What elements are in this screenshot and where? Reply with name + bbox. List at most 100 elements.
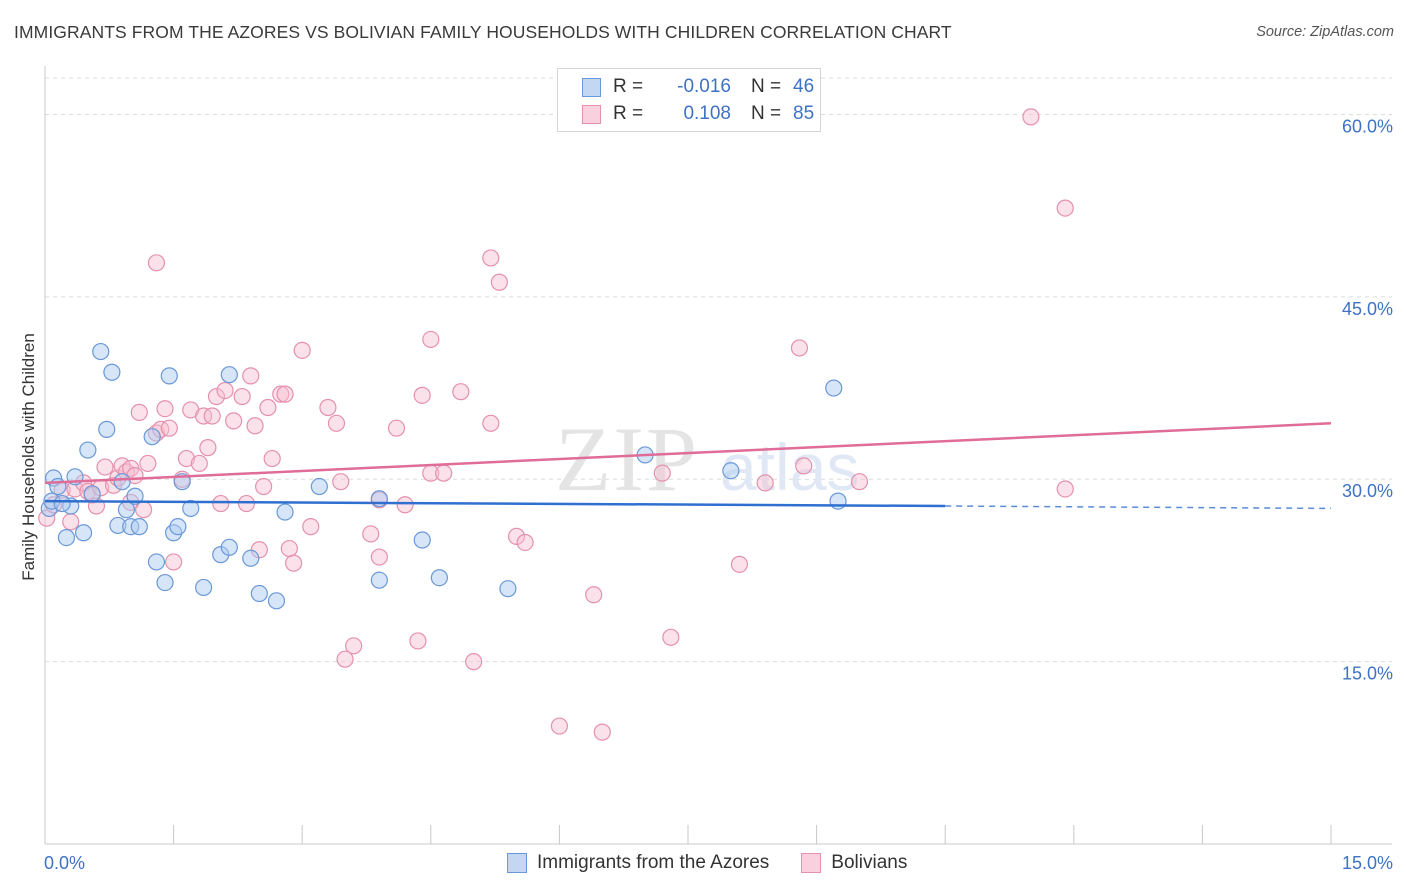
azores-point: [182, 499, 200, 518]
azores-point: [195, 578, 213, 597]
azores-point: [160, 367, 178, 385]
n-label: N =: [751, 103, 782, 124]
bolivians-swatch: [582, 104, 601, 124]
azores-point: [829, 492, 847, 510]
azores-points: [40, 342, 847, 610]
bolivians-point: [272, 385, 290, 403]
bolivians-point: [302, 518, 320, 536]
bolivians-point: [452, 383, 470, 401]
azores-trend-line: [44, 499, 946, 508]
bolivians-point: [216, 381, 234, 400]
y-tick-label: 60.0%: [1342, 116, 1393, 136]
azores-point: [310, 477, 328, 496]
bolivians-point: [190, 454, 208, 473]
bolivians-point: [225, 412, 243, 430]
azores-point: [430, 569, 448, 587]
azores-trend-extension: [945, 505, 1332, 510]
bolivians-point: [147, 254, 166, 272]
bolivians-point: [790, 339, 809, 357]
x-tick-label: 0.0%: [44, 853, 85, 873]
bolivians-point: [409, 632, 427, 650]
series-legend: Immigrants from the Azores Bolivians: [507, 852, 939, 874]
y-tick-label: 45.0%: [1342, 299, 1393, 319]
axes: [44, 66, 1392, 845]
legend-label-bolivians: Bolivians: [831, 852, 908, 873]
azores-point: [147, 553, 166, 571]
bolivians-point: [139, 454, 157, 473]
bolivians-point: [212, 494, 230, 513]
bolivians-point: [242, 367, 260, 385]
bolivians-point: [280, 539, 298, 558]
bolivians-point: [156, 400, 174, 418]
bolivians-point: [177, 449, 196, 468]
azores-point: [267, 592, 286, 610]
bolivians-points: [38, 108, 1074, 741]
bolivians-point: [203, 407, 221, 425]
bolivians-point: [482, 414, 500, 432]
bolivians-point: [756, 474, 774, 492]
n-label: N =: [751, 76, 782, 97]
n-value: 85: [793, 103, 815, 124]
legend-row-bolivians: R = 0.108 N = 85: [558, 101, 814, 127]
azores-point: [57, 528, 76, 547]
bolivians-point: [246, 417, 264, 435]
bolivians-point: [332, 473, 350, 491]
azores-point: [220, 538, 238, 556]
bolivians-swatch: [801, 853, 822, 873]
azores-point: [242, 549, 260, 567]
bolivians-point: [435, 464, 453, 482]
r-label: R =: [613, 103, 644, 124]
bolivians-point: [62, 513, 80, 531]
legend-row-azores: R = -0.016 N = 46: [558, 74, 814, 100]
bolivians-point: [516, 533, 534, 552]
bolivians-point: [396, 496, 414, 514]
bolivians-point: [255, 477, 273, 496]
bolivians-point: [730, 555, 749, 573]
source-label: Source: ZipAtlas.com: [1256, 24, 1394, 40]
bolivians-point: [550, 717, 569, 735]
azores-point: [130, 518, 148, 536]
correlation-legend: R = -0.016 N = 46 R = 0.108 N = 85: [557, 68, 821, 132]
bolivians-point: [482, 249, 500, 267]
chart-title: IMMIGRANTS FROM THE AZORES VS BOLIVIAN F…: [14, 22, 952, 42]
bolivians-point: [237, 494, 256, 513]
bolivians-point: [345, 637, 363, 655]
azores-point: [169, 518, 187, 536]
r-value: -0.016: [677, 76, 731, 97]
r-label: R =: [613, 76, 644, 97]
legend-label-azores: Immigrants from the Azores: [537, 852, 770, 873]
bolivians-point: [1056, 199, 1074, 217]
bolivians-point: [370, 548, 388, 566]
bolivians-point: [130, 403, 148, 421]
bolivians-trend-line: [44, 422, 1332, 485]
bolivians-point: [160, 419, 178, 437]
r-value: 0.108: [683, 103, 731, 124]
azores-point: [143, 428, 161, 446]
azores-point: [413, 531, 431, 549]
azores-point: [79, 441, 97, 459]
bolivians-point: [362, 525, 380, 543]
bolivians-point: [233, 387, 251, 406]
azores-point: [370, 490, 388, 508]
azores-swatch: [582, 77, 601, 97]
y-axis-label: Family Households with Children: [19, 333, 38, 581]
bolivians-point: [259, 398, 277, 417]
bolivians-point: [199, 439, 217, 457]
bolivians-point: [293, 341, 311, 359]
bolivians-point: [490, 273, 508, 291]
y-tick-label: 15.0%: [1342, 664, 1393, 684]
bolivians-point: [507, 527, 526, 545]
tick-labels: 15.0% 30.0% 45.0% 60.0% 0.0% 15.0%: [44, 116, 1393, 873]
bolivians-point: [413, 386, 431, 404]
bolivians-point: [96, 458, 114, 476]
bolivians-point: [319, 398, 337, 417]
bolivians-point: [593, 723, 611, 741]
bolivians-point: [263, 449, 281, 468]
x-tick-label: 15.0%: [1342, 853, 1393, 873]
azores-point: [113, 473, 131, 491]
azores-point: [74, 524, 93, 542]
bolivians-point: [336, 650, 354, 668]
legend-item-azores: Immigrants from the Azores: [507, 852, 769, 874]
bolivians-point: [327, 414, 346, 432]
